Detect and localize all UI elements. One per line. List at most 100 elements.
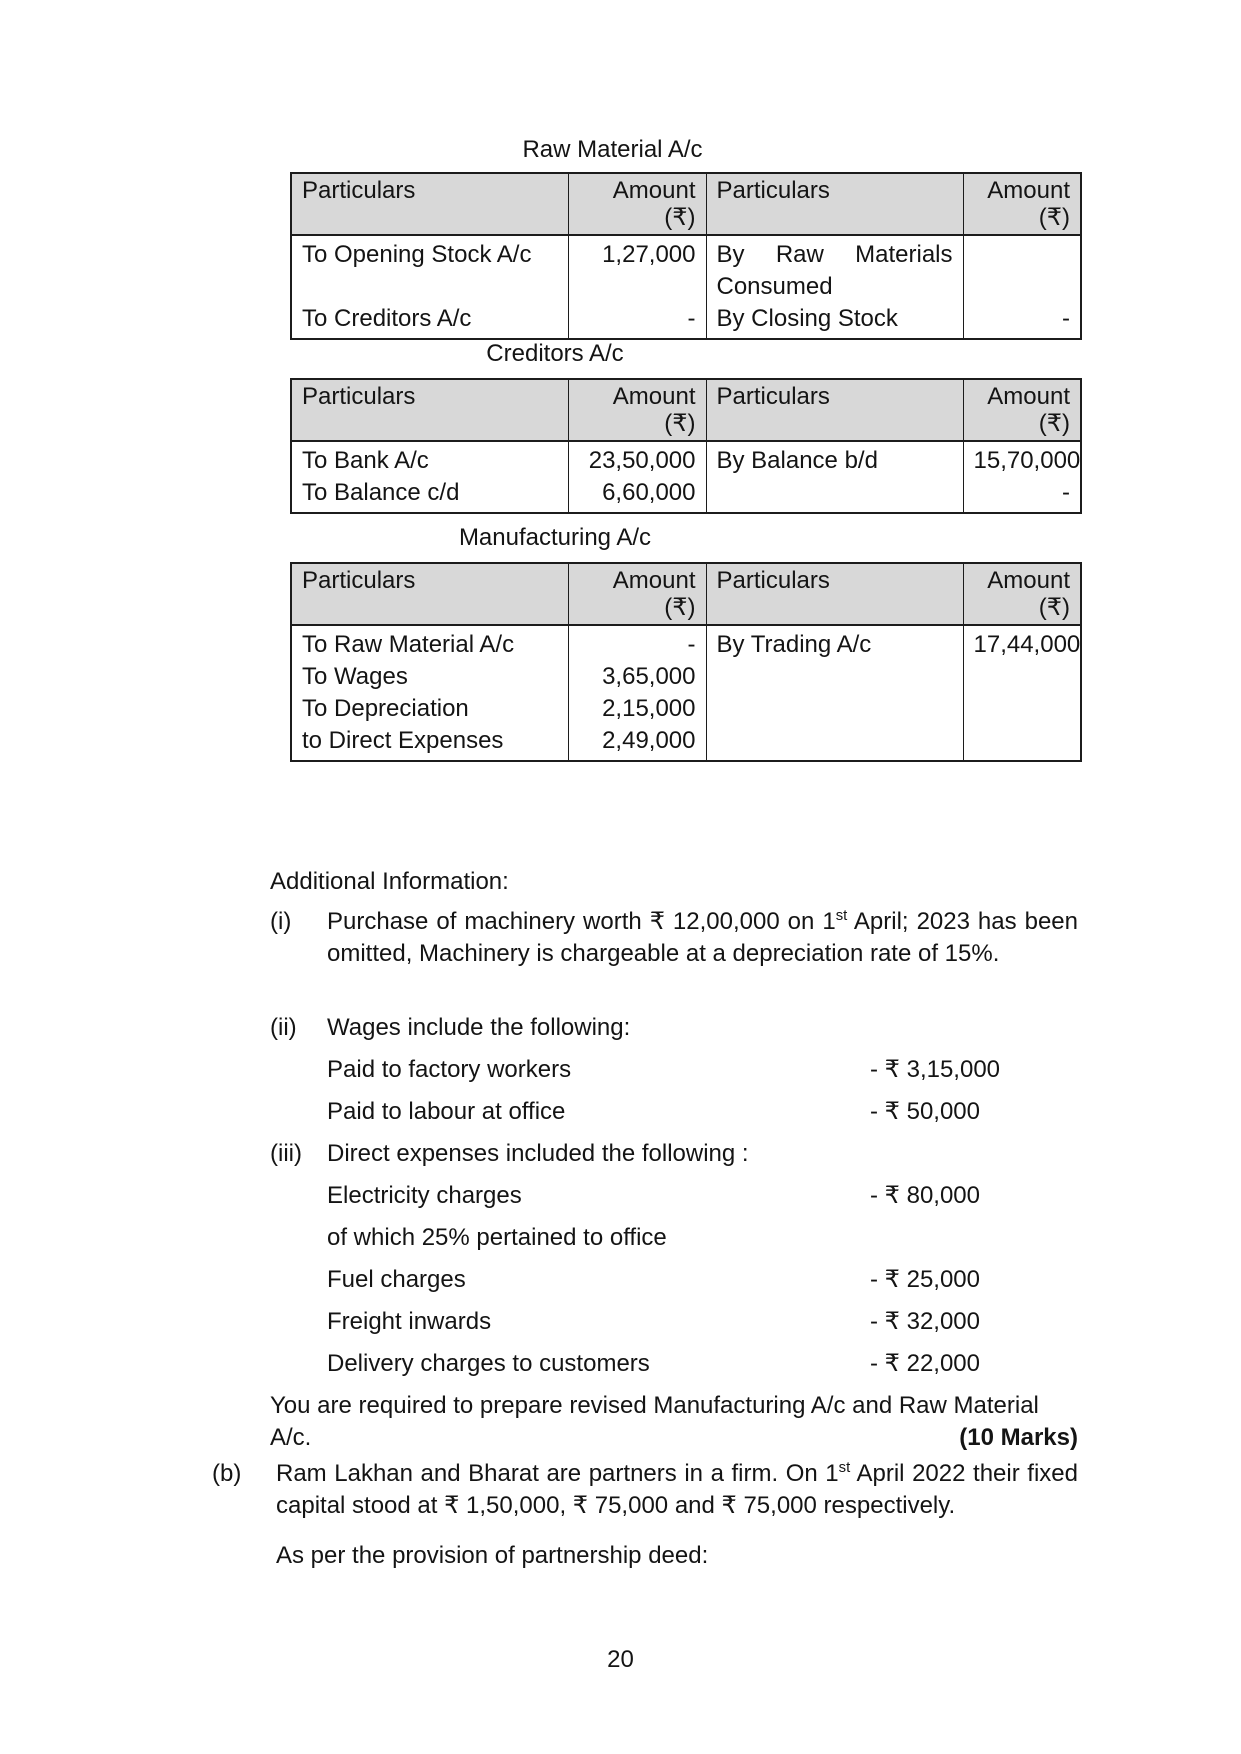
direct-expense-label: Electricity charges [327,1182,522,1209]
credit-particulars-cell: By Trading A/c [705,624,964,762]
table-cell-value: - [687,305,696,332]
header-particulars-debit: Particulars [290,378,569,442]
direct-expense-label: of which 25% pertained to office [327,1224,667,1251]
item-i-text-start: Purchase of machinery worth ₹ 12,00,000 … [327,908,836,935]
credit-amount-cell: - [962,234,1082,340]
header-amount-debit: Amount (₹) [567,562,707,626]
direct-expense-row: of which 25% pertained to office [327,1222,1078,1254]
table-cell-value: 2,15,000 [602,695,696,722]
list-marker-i: (i) [270,908,292,935]
list-item-i-text: Purchase of machinery worth ₹ 12,00,000 … [327,906,1078,970]
debit-particulars-cell: To Raw Material A/c To Wages To Deprecia… [290,624,569,762]
wages-row-amount: - ₹ 50,000 [870,1098,981,1125]
table-cell-text: To Balance c/d [302,479,460,506]
table-cell-text: To Depreciation [302,695,469,722]
account-title-creditors: Creditors A/c [486,340,624,367]
manufacturing-account-table: Particulars Amount (₹) Particulars Amount… [290,562,1082,762]
requirement-paragraph: You are required to prepare revised Manu… [270,1390,1078,1454]
table-cell-value [974,239,1071,303]
header-particulars-credit: Particulars [705,172,964,236]
table-cell-text [717,477,953,509]
table-cell-value: 15,70,000 [973,447,1081,474]
table-cell-text: To Opening Stock A/c [302,241,532,268]
header-particulars-debit: Particulars [290,562,569,626]
direct-expense-amount: - ₹ 80,000 [870,1182,981,1209]
additional-info-heading: Additional Information: [270,868,509,895]
ordinal-superscript: st [838,1460,851,1476]
account-title-raw-material: Raw Material A/c [522,136,703,163]
header-particulars-credit: Particulars [705,562,964,626]
direct-expense-row: Delivery charges to customers - ₹ 22,000 [327,1348,1078,1380]
ordinal-superscript: st [835,908,848,924]
table-cell-text: To Wages [302,663,408,690]
wages-row-label: Paid to factory workers [327,1056,572,1083]
marks-label: (10 Marks) [959,1424,1078,1451]
table-cell-value: 3,65,000 [602,663,696,690]
table-header-row: Particulars Amount (₹) Particulars Amount… [290,172,1082,236]
table-cell-value: 1,27,000 [602,241,696,268]
table-cell-text: to Direct Expenses [302,727,504,754]
direct-expense-label: Delivery charges to customers [327,1350,650,1377]
header-amount-credit: Amount (₹) [962,172,1082,236]
part-b-marker: (b) [212,1460,242,1487]
direct-expense-amount: - ₹ 32,000 [870,1308,981,1335]
header-amount-debit: Amount (₹) [567,172,707,236]
table-cell-text: By Raw Materials Consumed [716,241,953,300]
wages-row-label: Paid to labour at office [327,1098,566,1125]
credit-particulars-cell: By Raw Materials Consumed By Closing Sto… [705,234,964,340]
table-cell-value: 23,50,000 [588,447,696,474]
direct-expense-label: Fuel charges [327,1266,466,1293]
wages-row: Paid to labour at office - ₹ 50,000 [327,1096,1078,1128]
debit-amount-cell: - 3,65,000 2,15,000 2,49,000 [567,624,707,762]
item-i-text-end: April; 2023 has been omitted, Machinery … [327,908,1078,967]
part-b-paragraph: Ram Lakhan and Bharat are partners in a … [276,1458,1078,1522]
requirement-line1: You are required to prepare revised Manu… [270,1392,1039,1419]
table-cell-text: By Balance b/d [716,447,878,474]
direct-expense-row: Electricity charges - ₹ 80,000 [327,1180,1078,1212]
partnership-deed-line: As per the provision of partnership deed… [276,1542,709,1569]
table-cell-text: By Closing Stock [716,305,898,332]
direct-expense-row: Fuel charges - ₹ 25,000 [327,1264,1078,1296]
debit-particulars-cell: To Bank A/c To Balance c/d [290,440,569,514]
list-item-ii-text: Wages include the following: [327,1014,631,1041]
credit-amount-cell: 17,44,000 [962,624,1082,762]
account-title-manufacturing: Manufacturing A/c [458,524,652,551]
table-cell-value: - [1062,305,1070,332]
debit-amount-cell: 23,50,000 6,60,000 [567,440,707,514]
table-cell-value: - [1062,479,1070,506]
table-cell-text: To Raw Material A/c [302,631,515,658]
creditors-account-table: Particulars Amount (₹) Particulars Amount… [290,378,1082,514]
requirement-line2-row: A/c. (10 Marks) [270,1422,1078,1454]
header-amount-credit: Amount (₹) [962,562,1082,626]
debit-amount-cell: 1,27,000 - [567,234,707,340]
table-cell-text: To Bank A/c [302,447,429,474]
table-cell-value: 2,49,000 [602,727,696,754]
table-cell-text: By Trading A/c [716,631,872,658]
credit-particulars-cell: By Balance b/d [705,440,964,514]
raw-material-account-table: Particulars Amount (₹) Particulars Amount… [290,172,1082,340]
table-cell-value: 17,44,000 [973,631,1081,658]
table-header-row: Particulars Amount (₹) Particulars Amount… [290,378,1082,442]
list-marker-iii: (iii) [270,1140,302,1167]
wages-row: Paid to factory workers - ₹ 3,15,000 [327,1054,1078,1086]
direct-expense-amount: - ₹ 25,000 [870,1266,981,1293]
wages-row-amount: - ₹ 3,15,000 [870,1056,1001,1083]
direct-expense-row: Freight inwards - ₹ 32,000 [327,1306,1078,1338]
header-amount-credit: Amount (₹) [962,378,1082,442]
table-body-row: To Raw Material A/c To Wages To Deprecia… [290,624,1082,762]
requirement-line2: A/c. [270,1424,312,1451]
table-header-row: Particulars Amount (₹) Particulars Amount… [290,562,1082,626]
list-item-iii-text: Direct expenses included the following : [327,1140,749,1167]
header-particulars-credit: Particulars [705,378,964,442]
table-body-row: To Bank A/c To Balance c/d 23,50,000 6,6… [290,440,1082,514]
credit-amount-cell: 15,70,000 - [962,440,1082,514]
direct-expense-label: Freight inwards [327,1308,492,1335]
header-particulars-debit: Particulars [290,172,569,236]
page-number: 20 [607,1646,634,1673]
table-cell-value: - [687,631,696,658]
part-b-text-end: April 2022 their fixed capital stood at … [276,1460,1078,1519]
list-marker-ii: (ii) [270,1014,297,1041]
header-amount-debit: Amount (₹) [567,378,707,442]
table-cell-value: 6,60,000 [602,479,696,506]
